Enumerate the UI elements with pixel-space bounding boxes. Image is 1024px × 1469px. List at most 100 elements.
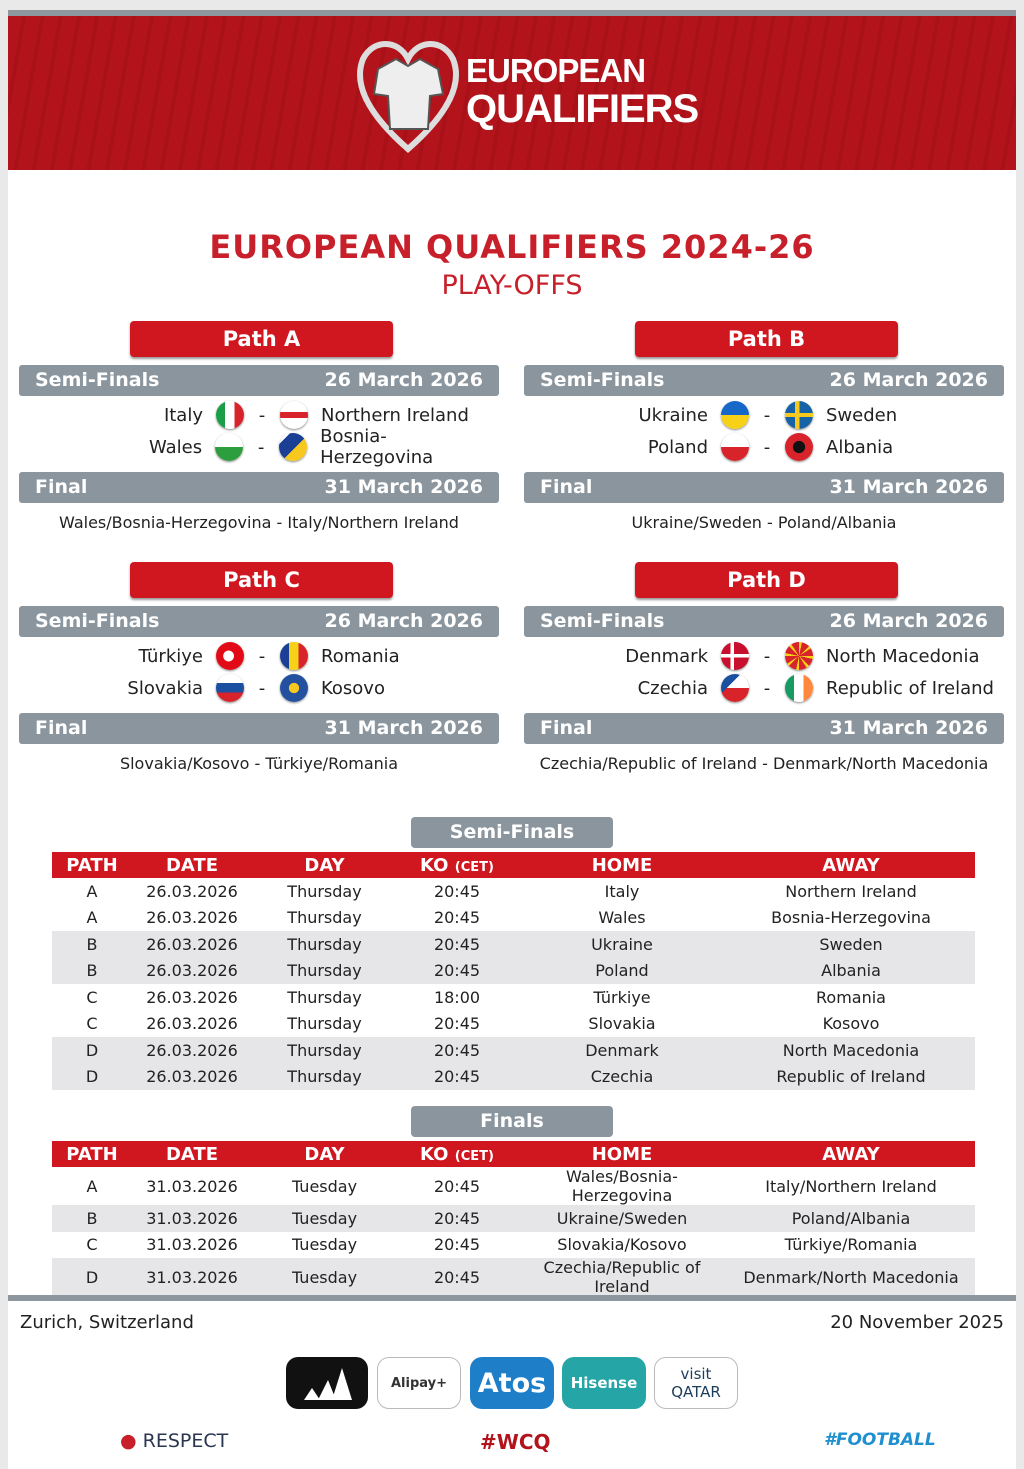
home-team: Denmark bbox=[625, 645, 708, 667]
table-row: C 26.03.2026 Thursday 18:00 Türkiye Romania bbox=[52, 984, 975, 1011]
cell-away: North Macedonia bbox=[727, 1037, 975, 1064]
column-header-ko: KO (CET) bbox=[420, 1143, 494, 1165]
semi-finals-date: 26 March 2026 bbox=[324, 610, 483, 632]
flag-ukraine-icon bbox=[721, 401, 749, 429]
flag-kosovo-icon bbox=[280, 674, 308, 702]
cell-day: Thursday bbox=[287, 987, 362, 1007]
cell-path: B bbox=[52, 1205, 132, 1232]
cell-ko: 20:45 bbox=[397, 1258, 517, 1296]
logo-line-2: QUALIFIERS bbox=[466, 87, 699, 131]
cell-ko: 20:45 bbox=[397, 931, 517, 958]
flag-bosnia-herzegovina-icon bbox=[279, 433, 308, 461]
cell-date: 26.03.2026 bbox=[146, 908, 238, 928]
final-match: Czechia/Republic of Ireland - Denmark/No… bbox=[524, 754, 1004, 773]
column-header-date: DATE bbox=[165, 854, 219, 876]
semi-finals-table-label: Semi-Finals bbox=[411, 817, 613, 848]
away-team: Kosovo bbox=[321, 677, 385, 699]
away-team: Republic of Ireland bbox=[826, 677, 994, 699]
final-label: Final bbox=[35, 476, 88, 498]
cell-path: A bbox=[86, 881, 98, 901]
final-bar: Final 31 March 2026 bbox=[19, 472, 499, 503]
logo-line-1: EUROPEAN bbox=[466, 52, 646, 89]
flag-albania-icon bbox=[785, 433, 813, 461]
semi-finals-date: 26 March 2026 bbox=[829, 610, 988, 632]
european-qualifiers-logo: EUROPEAN QUALIFIERS bbox=[348, 30, 708, 160]
semi-finals-bar: Semi-Finals 26 March 2026 bbox=[524, 606, 1004, 637]
column-header-path: PATH bbox=[66, 1143, 118, 1165]
cell-day: Thursday bbox=[287, 908, 362, 928]
flag-turkiye-icon bbox=[216, 642, 244, 670]
cell-date: 26.03.2026 bbox=[132, 1037, 252, 1064]
uefa-icon: ● bbox=[120, 1430, 137, 1452]
hashtag-wcq: #WCQ bbox=[480, 1430, 551, 1454]
cell-away: Bosnia-Herzegovina bbox=[771, 908, 931, 928]
cell-away: Romania bbox=[816, 987, 886, 1007]
cell-ko: 20:45 bbox=[397, 1063, 517, 1090]
match-separator: - bbox=[258, 677, 266, 699]
match-separator: - bbox=[763, 436, 771, 458]
cell-day: Thursday bbox=[252, 1037, 397, 1064]
page-subtitle: PLAY-OFFS bbox=[441, 270, 583, 301]
column-header-day: DAY bbox=[304, 854, 345, 876]
atos-logo: Atos bbox=[470, 1357, 554, 1409]
flag-czechia-icon bbox=[721, 674, 749, 702]
cell-day: Tuesday bbox=[252, 1258, 397, 1296]
final-bar: Final 31 March 2026 bbox=[524, 472, 1004, 503]
table-row: D 31.03.2026 Tuesday 20:45 Czechia/Republic … bbox=[52, 1258, 975, 1296]
match-separator: - bbox=[763, 404, 771, 426]
match-separator: - bbox=[276, 513, 283, 532]
column-header-away: AWAY bbox=[822, 854, 880, 876]
table-row: D 26.03.2026 Thursday 20:45 Denmark North Mac… bbox=[52, 1037, 975, 1064]
flag-poland-icon bbox=[721, 433, 749, 461]
cell-ko: 20:45 bbox=[433, 1014, 481, 1034]
table-row: A 26.03.2026 Thursday 20:45 Wales Bosnia-Herz… bbox=[52, 905, 975, 932]
cell-date: 31.03.2026 bbox=[132, 1205, 252, 1232]
path-title: Path A bbox=[130, 321, 393, 357]
final-home: Slovakia/Kosovo bbox=[119, 754, 250, 773]
home-team: Italy bbox=[163, 404, 203, 426]
table-row: A 26.03.2026 Thursday 20:45 Italy Northern Ir… bbox=[52, 878, 975, 905]
cell-date: 31.03.2026 bbox=[146, 1176, 238, 1196]
cell-ko: 20:45 bbox=[433, 908, 481, 928]
table-header: PATH DATE DAY KO (CET) HOME AWAY bbox=[52, 1141, 975, 1167]
home-team: Poland bbox=[647, 436, 708, 458]
visit-qatar-logo: visit QATAR bbox=[654, 1357, 738, 1409]
path-title: Path C bbox=[130, 562, 393, 598]
final-match: Wales/Bosnia-Herzegovina - Italy/Norther… bbox=[19, 513, 499, 532]
cell-away: Sweden bbox=[727, 931, 975, 958]
semi-finals-bar: Semi-Finals 26 March 2026 bbox=[19, 606, 499, 637]
cell-path: A bbox=[86, 1176, 98, 1196]
home-team: Slovakia bbox=[127, 677, 203, 699]
cell-path: D bbox=[52, 1258, 132, 1296]
table-row: A 31.03.2026 Tuesday 20:45 Wales/Bosnia-Herz… bbox=[52, 1167, 975, 1205]
final-label: Final bbox=[540, 476, 593, 498]
cell-day: Thursday bbox=[287, 881, 362, 901]
cell-date: 31.03.2026 bbox=[132, 1258, 252, 1296]
semi-finals-label: Semi-Finals bbox=[35, 610, 160, 632]
final-away: Poland/Albania bbox=[777, 513, 897, 532]
cell-day: Tuesday bbox=[291, 1235, 358, 1255]
final-date: 31 March 2026 bbox=[324, 476, 483, 498]
cell-day: Thursday bbox=[252, 957, 397, 984]
cell-ko: 20:45 bbox=[397, 1205, 517, 1232]
semi-finals-date: 26 March 2026 bbox=[829, 369, 988, 391]
semi-finals-table: PATH DATE DAY KO (CET) HOME AWAY A 26.03.2026 Th… bbox=[52, 852, 975, 1090]
cell-path: C bbox=[86, 1235, 98, 1255]
semi-finals-bar: Semi-Finals 26 March 2026 bbox=[524, 365, 1004, 396]
semi-final-match: Ukraine - Sweden bbox=[524, 399, 1004, 431]
path-title: Path D bbox=[635, 562, 898, 598]
away-team: Albania bbox=[826, 436, 894, 458]
cell-day: Thursday bbox=[287, 1014, 362, 1034]
semi-finals-label: Semi-Finals bbox=[540, 369, 665, 391]
header-banner: EUROPEAN QUALIFIERS bbox=[8, 16, 1016, 170]
final-date: 31 March 2026 bbox=[829, 717, 988, 739]
cell-home: Ukraine/Sweden bbox=[517, 1205, 727, 1232]
finals-table: PATH DATE DAY KO (CET) HOME AWAY A 31.03.2026 Tu… bbox=[52, 1141, 975, 1296]
cell-path: B bbox=[52, 957, 132, 984]
alipay-logo: Alipay+ bbox=[377, 1357, 461, 1409]
column-header-home: HOME bbox=[591, 1143, 653, 1165]
finals-table-label: Finals bbox=[411, 1106, 613, 1137]
cell-date: 26.03.2026 bbox=[146, 987, 238, 1007]
cell-away: Italy/Northern Ireland bbox=[765, 1176, 937, 1196]
away-team: North Macedonia bbox=[826, 645, 980, 667]
